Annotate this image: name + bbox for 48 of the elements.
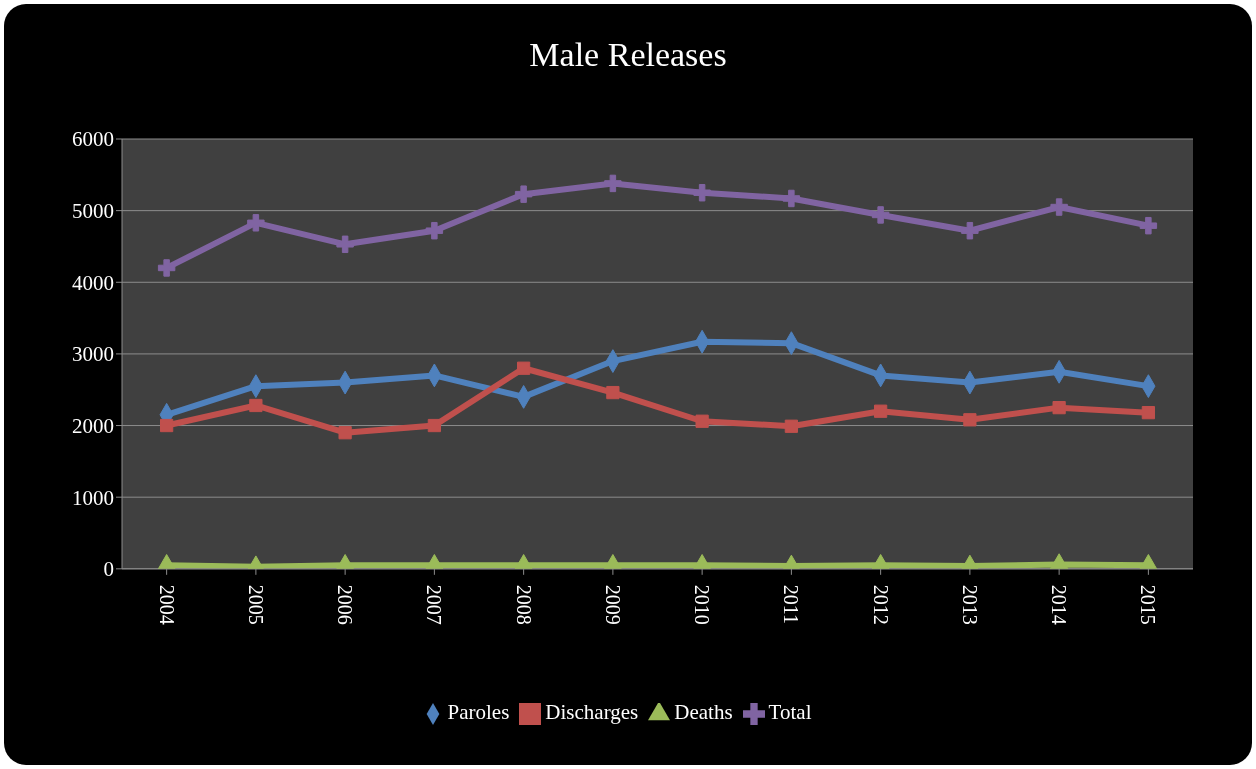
point: [871, 206, 890, 224]
point: [427, 418, 441, 433]
point: [249, 398, 263, 413]
point: [514, 185, 533, 203]
x-tick-label: 2006: [334, 584, 357, 625]
legend-label: Discharges: [545, 700, 639, 724]
point: [1050, 198, 1068, 216]
point: [693, 184, 711, 202]
point: [1141, 406, 1155, 420]
point: [1139, 216, 1158, 235]
legend-label: Total: [768, 700, 812, 724]
y-tick-label: 4000: [72, 270, 114, 295]
point: [1052, 401, 1066, 415]
y-tick-label: 2000: [72, 414, 114, 438]
x-tick-label: 2013: [958, 584, 981, 625]
x-tick-label: 2010: [691, 584, 714, 625]
point: [606, 385, 620, 400]
point: [784, 419, 798, 433]
y-tick-label: 5000: [72, 199, 114, 224]
y-tick-label: 1000: [72, 485, 114, 510]
x-tick-label: 2005: [244, 584, 267, 625]
point: [338, 426, 352, 440]
point: [695, 414, 709, 428]
x-tick-label: 2014: [1048, 584, 1071, 625]
chart-title: Male Releases: [528, 36, 728, 74]
point: [247, 214, 265, 232]
x-tick-label: 2015: [1137, 584, 1160, 625]
x-tick-label: 2011: [780, 584, 803, 625]
x-tick-label: 2012: [869, 584, 892, 625]
x-tick-label: 2004: [155, 584, 178, 625]
point: [160, 418, 174, 433]
point: [604, 174, 622, 193]
x-tick-label: 2007: [423, 584, 446, 625]
y-tick-label: 6000: [72, 127, 114, 152]
legend-label: Deaths: [674, 700, 733, 724]
point: [874, 404, 888, 418]
point: [517, 361, 531, 375]
legend-label: Paroles: [447, 700, 510, 724]
y-tick-label: 3000: [72, 342, 114, 367]
y-tick-label: 0: [103, 557, 114, 582]
point: [336, 235, 354, 254]
point: [782, 189, 801, 208]
point: [157, 259, 176, 277]
x-tick-label: 2009: [601, 584, 624, 625]
point: [425, 221, 444, 240]
point: [961, 221, 979, 240]
x-tick-label: 2008: [512, 584, 535, 625]
point: [963, 413, 977, 427]
